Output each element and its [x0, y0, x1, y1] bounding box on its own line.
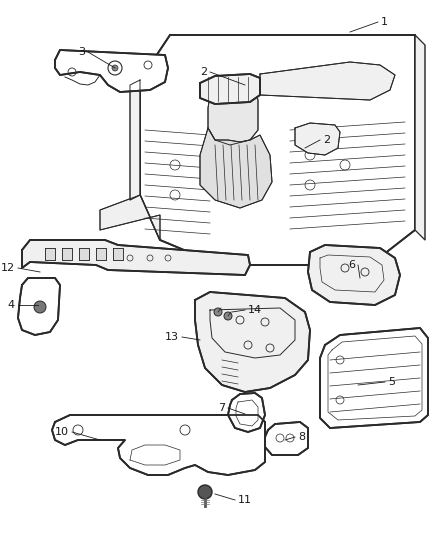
Polygon shape	[320, 328, 428, 428]
Text: 12: 12	[1, 263, 15, 273]
Polygon shape	[140, 35, 415, 265]
Text: 6: 6	[348, 260, 355, 270]
Polygon shape	[45, 248, 55, 260]
Polygon shape	[228, 393, 265, 432]
Polygon shape	[295, 123, 340, 155]
Polygon shape	[18, 278, 60, 335]
Circle shape	[34, 301, 46, 313]
Text: 2: 2	[323, 135, 330, 145]
Text: 10: 10	[55, 427, 69, 437]
Text: 5: 5	[388, 377, 395, 387]
Text: 1: 1	[381, 17, 388, 27]
Polygon shape	[130, 80, 140, 200]
Circle shape	[224, 312, 232, 320]
Circle shape	[112, 65, 118, 71]
Polygon shape	[113, 248, 123, 260]
Polygon shape	[265, 422, 308, 455]
Polygon shape	[260, 62, 395, 100]
Text: 11: 11	[238, 495, 252, 505]
Text: 4: 4	[8, 300, 15, 310]
Polygon shape	[195, 292, 310, 392]
Polygon shape	[100, 195, 160, 240]
Polygon shape	[308, 245, 400, 305]
Polygon shape	[96, 248, 106, 260]
Text: 13: 13	[165, 332, 179, 342]
Polygon shape	[200, 128, 272, 208]
Text: 2: 2	[200, 67, 207, 77]
Polygon shape	[22, 240, 250, 275]
Polygon shape	[415, 35, 425, 240]
Polygon shape	[52, 415, 265, 475]
Polygon shape	[62, 248, 72, 260]
Text: 8: 8	[298, 432, 305, 442]
Circle shape	[198, 485, 212, 499]
Polygon shape	[200, 74, 260, 104]
Polygon shape	[79, 248, 89, 260]
Text: 14: 14	[248, 305, 262, 315]
Polygon shape	[55, 50, 168, 92]
Text: 7: 7	[218, 403, 225, 413]
Text: 3: 3	[78, 47, 85, 57]
Circle shape	[214, 308, 222, 316]
Polygon shape	[208, 88, 258, 145]
